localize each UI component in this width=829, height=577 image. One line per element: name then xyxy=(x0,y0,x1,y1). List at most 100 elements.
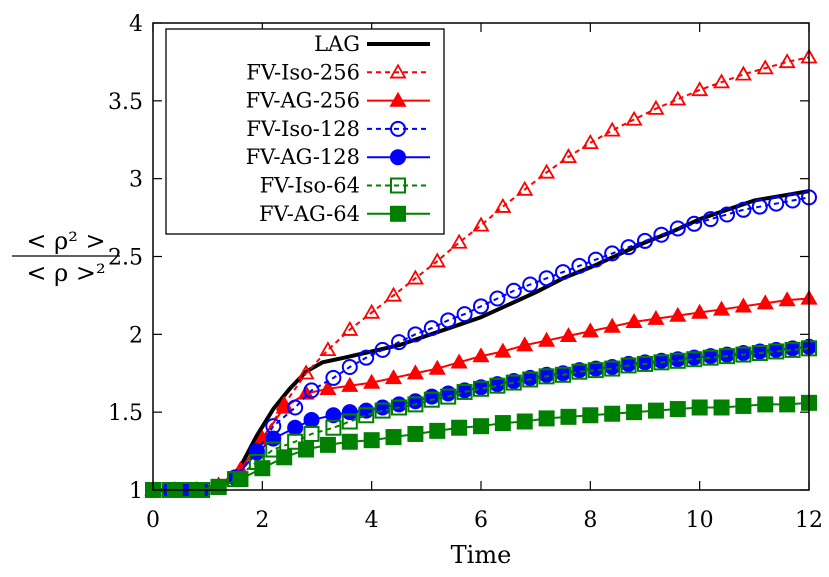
data-point xyxy=(428,252,446,268)
data-point xyxy=(735,397,752,414)
legend-box xyxy=(165,28,445,235)
data-point xyxy=(232,471,249,488)
data-point xyxy=(625,313,643,329)
data-point xyxy=(538,270,555,287)
data-point xyxy=(784,341,801,358)
data-point xyxy=(319,341,337,357)
data-point xyxy=(472,216,490,232)
data-point xyxy=(587,362,604,379)
data-point xyxy=(341,413,358,430)
legend-entry-fv-iso-64: FV-Iso-64 xyxy=(260,174,430,198)
data-point xyxy=(555,366,571,383)
data-point xyxy=(450,353,468,369)
data-point xyxy=(779,396,796,413)
data-point xyxy=(669,306,687,322)
data-point xyxy=(287,399,304,416)
data-point xyxy=(702,349,719,366)
y-tick-label: 1.5 xyxy=(108,401,143,426)
data-point xyxy=(686,351,703,368)
series-layer xyxy=(144,48,818,498)
data-point xyxy=(341,359,358,376)
data-point xyxy=(647,402,664,419)
data-point xyxy=(391,396,407,413)
data-point xyxy=(489,377,506,394)
legend-swatch-marker xyxy=(390,205,406,222)
legend-swatch-marker xyxy=(390,120,406,137)
y-tick-label: 3 xyxy=(129,168,143,193)
y-tick-label: 2.5 xyxy=(108,246,143,271)
data-point xyxy=(494,197,512,213)
data-point xyxy=(538,331,556,347)
y-axis-title: < ρ² > < ρ >² xyxy=(12,227,120,287)
data-point xyxy=(319,436,336,453)
series-line-fv-iso-128 xyxy=(153,196,810,491)
x-tick-label: 8 xyxy=(583,508,597,533)
data-point xyxy=(538,368,555,385)
legend-entry-fv-ag-256: FV-AG-256 xyxy=(246,89,430,113)
data-point xyxy=(625,110,643,126)
data-point xyxy=(712,73,731,89)
data-point xyxy=(637,232,653,249)
data-point xyxy=(604,405,621,422)
data-point xyxy=(341,376,359,392)
y-tick-label: 2 xyxy=(129,323,143,348)
series-lag xyxy=(153,189,810,492)
data-point xyxy=(494,342,512,358)
data-point xyxy=(384,369,403,385)
data-point xyxy=(391,399,407,416)
data-point xyxy=(669,352,686,369)
data-point xyxy=(784,192,801,209)
data-point xyxy=(719,206,735,223)
data-point xyxy=(669,90,687,106)
data-point xyxy=(581,134,599,150)
data-point xyxy=(559,327,578,343)
data-point xyxy=(450,233,468,249)
data-point xyxy=(691,303,709,319)
data-point xyxy=(734,65,752,81)
data-point xyxy=(751,198,768,215)
legend-swatch-marker xyxy=(389,63,407,79)
data-point xyxy=(325,419,342,436)
data-point xyxy=(669,220,686,237)
data-point xyxy=(406,364,424,380)
data-point xyxy=(768,195,785,212)
x-tick-label: 0 xyxy=(146,508,160,533)
data-point xyxy=(456,383,473,400)
legend-swatch-marker xyxy=(389,91,407,107)
legend-swatch-marker xyxy=(390,149,406,166)
data-point xyxy=(423,391,440,408)
data-point xyxy=(254,460,271,477)
data-point xyxy=(407,393,424,410)
legend-entry-lag: LAG xyxy=(314,32,430,56)
data-point xyxy=(407,396,424,413)
data-point xyxy=(735,346,752,363)
legend-label: FV-AG-128 xyxy=(246,145,360,169)
ticks-layer: 0 2 4 6 8 10 12 1 1.5 2 2.5 3 3.5 4 xyxy=(108,12,823,533)
x-tick-label: 4 xyxy=(365,508,379,533)
x-tick-label: 12 xyxy=(795,508,823,533)
data-point xyxy=(751,345,768,362)
data-point xyxy=(538,410,555,427)
data-point xyxy=(757,396,774,413)
data-point xyxy=(653,226,670,243)
data-point xyxy=(603,121,621,137)
data-point xyxy=(210,478,227,495)
data-point xyxy=(341,320,359,336)
data-point xyxy=(653,354,670,371)
data-point xyxy=(768,343,785,360)
data-point xyxy=(341,404,358,421)
data-point xyxy=(603,317,621,333)
data-point xyxy=(581,322,599,338)
series-fv-ag-64 xyxy=(145,394,817,498)
legend-label: FV-AG-256 xyxy=(246,89,360,113)
y-axis-title-numerator: < ρ² > xyxy=(26,227,105,255)
data-point xyxy=(489,290,506,307)
data-point xyxy=(522,276,539,293)
data-point xyxy=(385,429,402,446)
y-axis-title-denominator: < ρ >² xyxy=(26,259,105,287)
data-point xyxy=(735,201,752,218)
data-point xyxy=(516,336,534,352)
y-tick-label: 3.5 xyxy=(108,90,143,115)
data-point xyxy=(287,419,304,436)
